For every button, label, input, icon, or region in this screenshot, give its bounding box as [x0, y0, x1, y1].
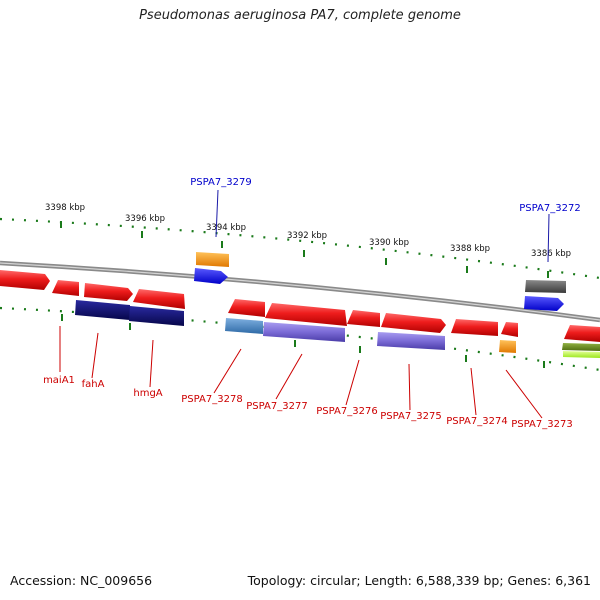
cds-arrow: [84, 283, 133, 301]
gene-arrow: [524, 296, 564, 311]
feature-label: PSPA7_3274: [446, 416, 507, 427]
scale-label: 3392 kbp: [287, 231, 327, 241]
cds-track: [0, 270, 600, 342]
gene-bar: [225, 318, 263, 334]
accession-text: Accession: NC_009656: [10, 573, 153, 588]
cds-arrow: [347, 310, 380, 327]
gene-arrow: [194, 268, 228, 284]
gene-bar: [75, 300, 130, 320]
feature-labels: PSPA7_3279 PSPA7_3272 maiA1 fahA hmgA PS…: [43, 177, 581, 430]
cds-arrow: [501, 322, 518, 337]
gene-arrow: [525, 280, 566, 293]
gene-bar: [499, 340, 516, 353]
feature-label: fahA: [82, 379, 105, 390]
scale-labels: 3398 kbp 3396 kbp 3394 kbp 3392 kbp 3390…: [45, 203, 571, 259]
scale-label: 3388 kbp: [450, 244, 490, 254]
gene-bar: [562, 343, 600, 351]
feature-label: PSPA7_3276: [316, 406, 377, 417]
feature-label: PSPA7_3275: [380, 411, 441, 422]
cds-arrow: [133, 289, 185, 309]
feature-label: PSPA7_3272: [519, 203, 580, 214]
outer-strand-genes: [194, 252, 566, 311]
feature-label: PSPA7_3273: [511, 419, 572, 430]
page-title: Pseudomonas aeruginosa PA7, complete gen…: [139, 8, 461, 23]
scale-label: 3386 kbp: [531, 249, 571, 259]
cds-arrow: [451, 319, 498, 336]
feature-label: PSPA7_3279: [190, 177, 251, 188]
feature-label: PSPA7_3277: [246, 401, 307, 412]
inner-major-ticks: [61, 314, 545, 368]
cds-arrow: [228, 299, 265, 317]
gene-arrow: [196, 252, 229, 267]
scale-label: 3390 kbp: [369, 238, 409, 248]
cds-arrow: [265, 303, 347, 326]
feature-label: hmgA: [133, 388, 162, 399]
outer-major-ticks: [60, 221, 549, 278]
cds-arrow: [564, 325, 600, 342]
feature-label: maiA1: [43, 375, 75, 386]
scale-label: 3396 kbp: [125, 214, 165, 224]
gene-bar: [377, 332, 445, 350]
cds-arrow: [0, 270, 50, 290]
topology-text: Topology: circular; Length: 6,588,339 bp…: [247, 573, 591, 588]
scale-label: 3394 kbp: [206, 223, 246, 233]
label-connectors: [59, 189, 550, 419]
gene-track: [75, 300, 600, 358]
gene-bar: [563, 351, 600, 358]
gene-bar: [129, 306, 184, 326]
scale-label: 3398 kbp: [45, 203, 85, 213]
gene-bar: [263, 322, 345, 342]
cds-arrow: [381, 313, 446, 333]
cds-arrow: [52, 280, 79, 296]
feature-label: PSPA7_3278: [181, 394, 242, 405]
outer-tick-ring: [0, 217, 600, 280]
